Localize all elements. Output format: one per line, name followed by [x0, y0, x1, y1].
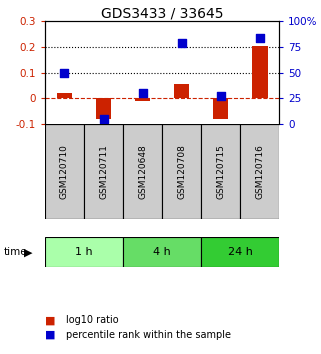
Bar: [96, 98, 111, 119]
Bar: [135, 98, 150, 101]
Bar: [213, 98, 229, 119]
Text: GSM120715: GSM120715: [216, 144, 225, 199]
Bar: [45, 237, 123, 267]
Text: 1 h: 1 h: [75, 247, 93, 257]
Point: [140, 90, 145, 96]
Title: GDS3433 / 33645: GDS3433 / 33645: [101, 6, 223, 20]
Bar: [252, 46, 267, 98]
Text: ■: ■: [45, 315, 56, 325]
Text: 4 h: 4 h: [153, 247, 171, 257]
Point: [62, 70, 67, 75]
Bar: [123, 124, 162, 219]
Text: ▶: ▶: [24, 247, 32, 257]
Bar: [84, 124, 123, 219]
Bar: [56, 93, 72, 98]
Text: percentile rank within the sample: percentile rank within the sample: [66, 330, 231, 339]
Point: [179, 40, 184, 46]
Point: [218, 93, 223, 99]
Text: GSM120708: GSM120708: [177, 144, 186, 199]
Bar: [174, 84, 189, 98]
Bar: [240, 124, 279, 219]
Text: 24 h: 24 h: [228, 247, 253, 257]
Bar: [162, 124, 201, 219]
Point: [101, 116, 106, 122]
Bar: [201, 237, 279, 267]
Text: ■: ■: [45, 330, 56, 339]
Bar: [45, 124, 84, 219]
Point: [257, 35, 262, 40]
Bar: [123, 237, 201, 267]
Text: GSM120716: GSM120716: [255, 144, 264, 199]
Text: GSM120648: GSM120648: [138, 144, 147, 199]
Text: time: time: [3, 247, 27, 257]
Text: log10 ratio: log10 ratio: [66, 315, 118, 325]
Bar: [201, 124, 240, 219]
Text: GSM120711: GSM120711: [99, 144, 108, 199]
Text: GSM120710: GSM120710: [60, 144, 69, 199]
